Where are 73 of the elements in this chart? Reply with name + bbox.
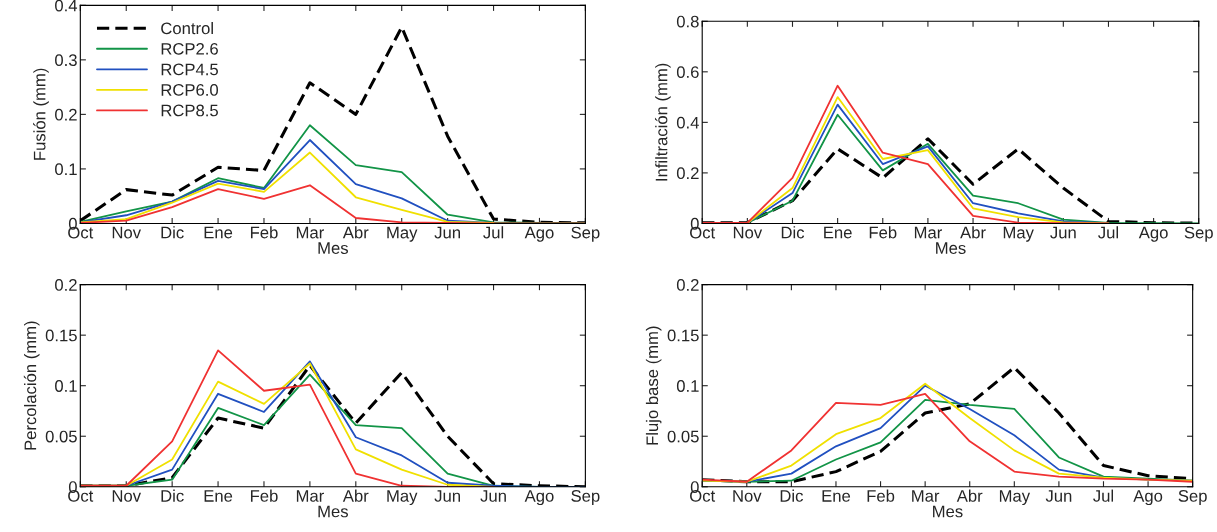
x-tick-label: Nov bbox=[733, 226, 763, 239]
x-tick-label: Mar bbox=[296, 490, 324, 502]
x-tick-label: Abr bbox=[342, 226, 369, 239]
x-tick-label: Sep bbox=[571, 226, 600, 242]
x-tick-label: Sep bbox=[1184, 226, 1213, 242]
y-axis-title: Fusión (mm) bbox=[33, 68, 49, 160]
y-tick-label: 0.05 bbox=[45, 430, 77, 443]
legend-label: RCP4.5 bbox=[161, 63, 218, 76]
x-tick-label: Nov bbox=[112, 226, 141, 239]
y-tick-label: 0.4 bbox=[55, 0, 78, 12]
x-tick-label: Sep bbox=[1178, 490, 1207, 506]
x-tick-label: Ene bbox=[204, 226, 233, 239]
x-tick-label: Jul bbox=[1093, 489, 1114, 502]
x-tick-label: May bbox=[387, 226, 418, 242]
x-tick-label: Dic bbox=[781, 226, 805, 239]
x-tick-label: Ene bbox=[824, 226, 852, 239]
y-axis-title: Percolación (mm) bbox=[23, 321, 40, 450]
x-tick-label: Mar bbox=[914, 226, 942, 239]
x-tick-label: Feb bbox=[250, 226, 278, 239]
y-tick-label: 0.2 bbox=[55, 108, 77, 121]
x-axis-title: Mes bbox=[318, 505, 348, 518]
x-tick-label: Jun bbox=[480, 490, 506, 502]
x-tick-label: Ago bbox=[524, 226, 554, 242]
y-tick-label: 0.2 bbox=[676, 279, 699, 291]
x-tick-label: Ago bbox=[524, 490, 554, 506]
x-tick-label: Jul bbox=[483, 226, 504, 239]
y-tick-label: 0.1 bbox=[676, 380, 699, 392]
x-tick-label: Ago bbox=[1138, 226, 1168, 242]
x-tick-label: May bbox=[999, 490, 1031, 506]
x-tick-label: Dic bbox=[161, 226, 184, 239]
x-tick-label: Ene bbox=[204, 490, 233, 502]
y-tick-label: 0.4 bbox=[676, 116, 699, 129]
y-tick-label: 0.05 bbox=[667, 430, 699, 443]
x-tick-label: Abr bbox=[342, 489, 369, 502]
y-tick-label: 0.8 bbox=[676, 15, 699, 28]
x-tick-label: Feb bbox=[250, 489, 278, 502]
x-tick-label: Nov bbox=[112, 490, 141, 502]
x-tick-label: Feb bbox=[867, 489, 895, 502]
x-tick-label: Sep bbox=[571, 490, 600, 506]
x-tick-label: Abr bbox=[960, 226, 986, 239]
x-axis-title: Mes bbox=[936, 242, 966, 254]
y-tick-label: 0.1 bbox=[55, 163, 77, 176]
x-tick-label: Jun bbox=[434, 226, 460, 239]
x-axis-title: Mes bbox=[933, 505, 963, 518]
x-tick-label: Dic bbox=[780, 489, 803, 502]
y-tick-label: 0.6 bbox=[676, 66, 699, 79]
y-tick-label: 0.3 bbox=[55, 54, 77, 67]
x-tick-label: Nov bbox=[733, 490, 762, 502]
x-tick-label: Jul bbox=[1098, 226, 1118, 239]
x-tick-label: Abr bbox=[956, 489, 983, 502]
x-tick-label: May bbox=[1003, 226, 1034, 242]
legend-label: Control bbox=[161, 21, 213, 35]
x-tick-label: Jun bbox=[1050, 226, 1076, 239]
x-tick-label: Ene bbox=[822, 490, 851, 502]
x-tick-label: May bbox=[387, 490, 418, 506]
y-tick-label: 0.15 bbox=[45, 329, 77, 342]
legend-label: RCP8.5 bbox=[161, 104, 218, 117]
legend-label: RCP6.0 bbox=[161, 84, 219, 96]
y-tick-label: 0.2 bbox=[676, 167, 699, 180]
y-tick-label: 0.1 bbox=[55, 380, 77, 392]
x-tick-label: Feb bbox=[869, 226, 897, 239]
x-tick-label: Dic bbox=[161, 489, 184, 502]
y-tick-label: 0.15 bbox=[667, 329, 699, 342]
y-axis-title: Flujo base (mm) bbox=[645, 326, 662, 445]
x-tick-label: Mar bbox=[296, 226, 324, 239]
x-tick-label: Jun bbox=[434, 490, 460, 502]
x-tick-label: Ago bbox=[1133, 490, 1163, 506]
y-tick-label: 0.2 bbox=[55, 279, 77, 291]
y-axis-title: Infiltración (mm) bbox=[654, 63, 671, 181]
legend-label: RCP2.6 bbox=[161, 42, 218, 55]
x-tick-label: Jun bbox=[1045, 490, 1072, 502]
x-axis-title: Mes bbox=[318, 242, 348, 254]
x-tick-label: Mar bbox=[912, 490, 940, 502]
